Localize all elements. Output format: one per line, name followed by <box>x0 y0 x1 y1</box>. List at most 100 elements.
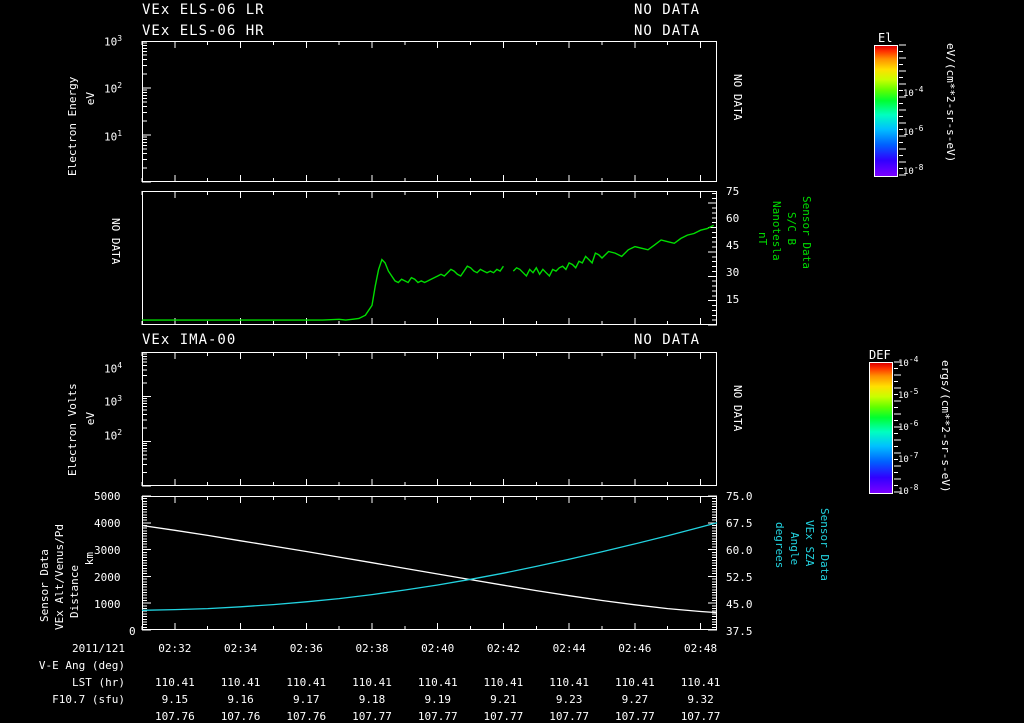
panel3-title-left: VEx IMA-00 <box>142 332 237 348</box>
panel1-ytick-1000: 103 <box>104 34 123 49</box>
el-colorbar <box>874 45 898 177</box>
table-cell: 9.16 <box>227 693 254 706</box>
panel1-ytick-10: 101 <box>104 129 123 144</box>
panel2-label-nanotesla: Nanotesla <box>770 201 783 261</box>
panel4-ytick-5000: 5000 <box>94 490 121 503</box>
table-cell: 107.77 <box>549 710 590 723</box>
panel4-rtick-675: 67.5 <box>726 517 753 530</box>
def-colorbar-tick-1: 10-4 <box>898 355 919 369</box>
panel1-ytick-100: 102 <box>104 81 123 96</box>
panel2-ytick-45: 45 <box>726 239 740 252</box>
panel3-no-data-note: NO DATA <box>731 385 744 432</box>
panel2-label-sensor-data: Sensor Data <box>800 196 813 269</box>
panel4-label-sensor-data-right: Sensor Data <box>818 508 831 581</box>
el-colorbar-title: El <box>878 31 893 45</box>
table-cell: 110.41 <box>154 676 195 689</box>
panel4-ytick-0: 0 <box>129 625 136 638</box>
table-cell: 107.76 <box>286 710 327 723</box>
panel4-rtick-75: 75.0 <box>726 490 753 503</box>
panel4-ytick-1000: 1000 <box>94 598 121 611</box>
table-cell: 9.21 <box>490 693 517 706</box>
time-tick-label: 02:48 <box>684 642 718 655</box>
panel4-label-angle: Angle <box>788 532 801 566</box>
def-colorbar-units: ergs/(cm**2-sr-s-eV) <box>939 360 952 493</box>
panel4-rtick-60: 60.0 <box>726 544 753 557</box>
el-colorbar-tick-3: 10-8 <box>903 163 924 177</box>
time-tick-label: 02:32 <box>158 642 192 655</box>
table-cell: 9.17 <box>293 693 320 706</box>
plot-overlay <box>141 41 906 631</box>
table-cell: 110.41 <box>352 676 392 689</box>
time-tick-label: 02:42 <box>486 642 520 655</box>
table-cell: 107.77 <box>352 710 392 723</box>
panel4-ytick-4000: 4000 <box>94 517 121 530</box>
panel1-title-left-hr: VEx ELS-06 HR <box>142 23 265 39</box>
panel1-title-left-lr: VEx ELS-06 LR <box>142 2 265 18</box>
panel2-ytick-30: 30 <box>726 266 740 279</box>
panel3-ytick-10000: 104 <box>104 361 123 376</box>
def-colorbar-tick-4: 10-7 <box>898 451 919 465</box>
panel3-ytick-1000: 103 <box>104 394 123 409</box>
table-cell: 9.32 <box>687 693 714 706</box>
panel2-ytick-60: 60 <box>726 212 740 225</box>
time-tick-label: 02:34 <box>224 642 258 655</box>
table-cell: 107.77 <box>680 710 721 723</box>
table-cell: 9.15 <box>161 693 189 706</box>
panel2-no-data-note: NO DATA <box>109 218 122 265</box>
panel1-title-right-hr: NO DATA <box>634 23 701 39</box>
table-cell: 110.41 <box>286 676 327 689</box>
table-row-header-ve-ang: V-E Ang (deg) <box>38 659 125 672</box>
el-colorbar-tick-1: 10-4 <box>903 85 924 99</box>
def-colorbar-tick-2: 10-5 <box>898 387 919 401</box>
def-colorbar-tick-3: 10-6 <box>898 419 919 433</box>
panel4-rtick-375: 37.5 <box>726 625 753 638</box>
def-colorbar-tick-5: 10-8 <box>898 483 919 497</box>
panel1-title-right-lr: NO DATA <box>634 2 701 18</box>
panel3-ytick-100: 102 <box>104 428 123 443</box>
el-colorbar-units: eV/(cm**2-sr-s-eV) <box>944 43 957 163</box>
table-cell: 107.77 <box>483 710 524 723</box>
time-tick-label: 02:44 <box>552 642 586 655</box>
panel4-label-degrees: degrees <box>773 522 786 569</box>
table-cell: 107.76 <box>154 710 195 723</box>
table-row-header-lst: LST (hr) <box>72 676 125 689</box>
def-colorbar <box>869 362 893 494</box>
table-cell: 110.41 <box>220 676 261 689</box>
data-table: 110.41 110.41 110.41 110.41 110.41 110.41 110.… <box>0 640 1024 723</box>
panel2-label-nt: nT <box>756 232 769 246</box>
panel4-ytick-3000: 3000 <box>94 544 121 557</box>
panel4-ytick-2000: 2000 <box>94 571 121 584</box>
table-cell: 107.76 <box>220 710 261 723</box>
time-tick-label: 02:46 <box>618 642 652 655</box>
table-cell: 110.41 <box>483 676 524 689</box>
panel2-ytick-15: 15 <box>726 293 740 306</box>
table-row-header-date: 2011/121 <box>72 642 125 655</box>
panel4-rtick-45: 45.0 <box>726 598 753 611</box>
panel1-no-data-note: NO DATA <box>731 74 744 121</box>
time-tick-label: 02:40 <box>421 642 455 655</box>
panel3-title-right: NO DATA <box>634 332 701 348</box>
table-cell: 110.41 <box>680 676 721 689</box>
table-cell: 9.23 <box>555 693 583 706</box>
panel4-rtick-525: 52.5 <box>726 571 753 584</box>
table-row-header-f107: F10.7 (sfu) <box>52 693 125 706</box>
table-cell: 107.77 <box>417 710 458 723</box>
panel-ima-spectrogram[interactable] <box>142 352 717 486</box>
table-cell: 9.18 <box>358 693 386 706</box>
time-tick-label: 02:36 <box>289 642 323 655</box>
table-cell: 9.19 <box>424 693 451 706</box>
panel4-label-vex-sza: VEx SZA <box>803 520 816 567</box>
panel-magnetic-field[interactable] <box>142 191 717 325</box>
time-axis-labels: 02:32 02:34 02:36 02:38 02:40 02:42 02:44 02:46… <box>0 642 1024 656</box>
panel2-label-scb: S/C B <box>785 212 798 246</box>
table-cell: 9.27 <box>621 693 649 706</box>
panel2-ytick-75: 75 <box>726 185 740 198</box>
table-cell: 107.77 <box>614 710 655 723</box>
table-cell: 110.41 <box>417 676 458 689</box>
def-colorbar-title: DEF <box>869 348 891 362</box>
time-tick-label: 02:38 <box>355 642 389 655</box>
table-cell: 110.41 <box>614 676 655 689</box>
el-colorbar-tick-2: 10-6 <box>903 124 924 138</box>
panel-els-spectrogram[interactable] <box>142 41 717 182</box>
panel-altitude-sza[interactable] <box>142 496 717 630</box>
